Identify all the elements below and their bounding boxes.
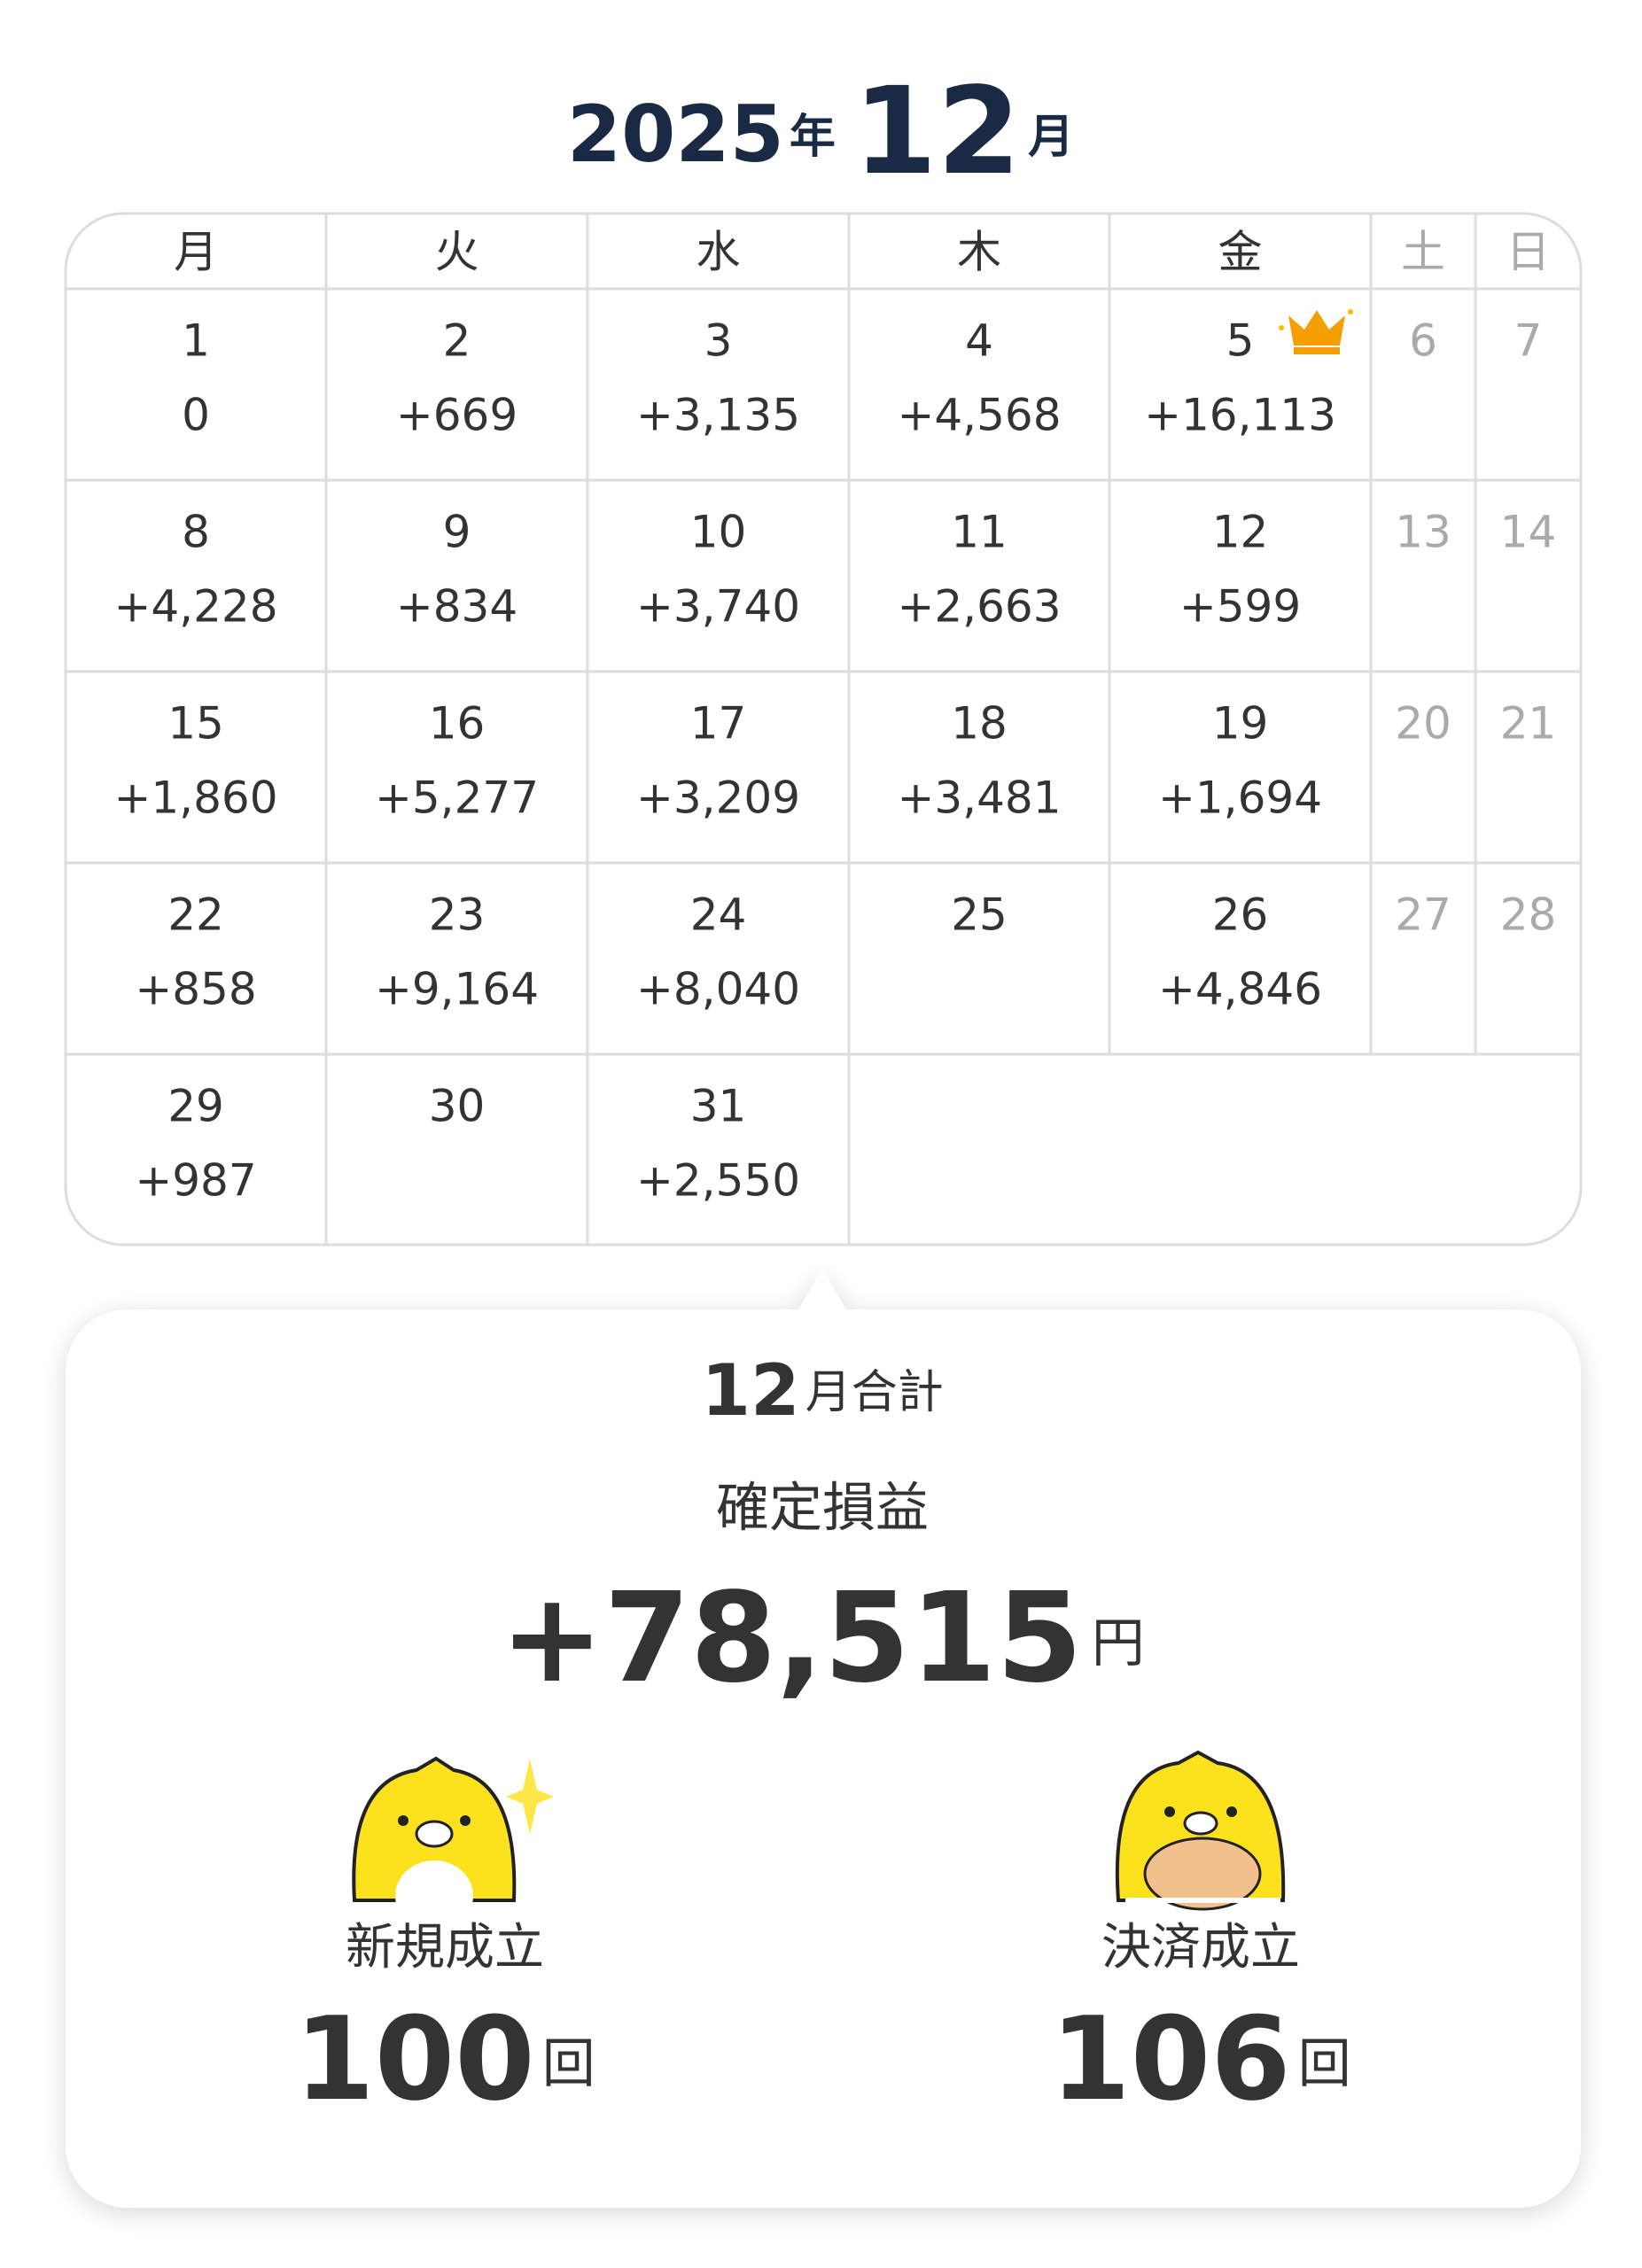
day-number: 9 xyxy=(443,507,471,558)
day-number: 30 xyxy=(429,1081,486,1132)
day-number: 24 xyxy=(690,889,747,941)
text-part: +78,515 xyxy=(500,1566,1083,1711)
summary-month: 12 月合計 xyxy=(701,1349,943,1432)
day-profit: +1,694 xyxy=(1158,773,1322,824)
day-number: 15 xyxy=(167,698,224,750)
day-number: 23 xyxy=(429,889,486,941)
day-profit: +2,550 xyxy=(636,1155,800,1207)
day-profit: +669 xyxy=(396,390,518,441)
day-profit: +858 xyxy=(135,964,256,1015)
day-profit: +5,277 xyxy=(375,773,539,824)
text-part: 12 xyxy=(853,62,1021,202)
stat-value: 106 回 xyxy=(1050,1992,1350,2126)
day-number: 28 xyxy=(1500,889,1557,941)
weekday-label: 水 xyxy=(696,227,741,278)
day-profit: +3,481 xyxy=(897,773,1061,824)
summary-card xyxy=(66,1269,1581,2208)
tiger-illustration xyxy=(352,1756,554,1931)
day-number: 4 xyxy=(965,315,993,367)
day-profit: +8,040 xyxy=(636,964,800,1015)
day-profit: 0 xyxy=(182,390,210,441)
text-part: 回 xyxy=(542,2033,595,2095)
day-number: 26 xyxy=(1212,889,1269,941)
calendar-grid xyxy=(66,214,1581,1246)
month-title: 2025 年 12 月 xyxy=(567,62,1074,202)
text-part: 106 xyxy=(1050,1992,1290,2126)
day-profit: +599 xyxy=(1179,581,1301,633)
text-part: 2025 xyxy=(567,89,784,180)
day-number: 5 xyxy=(1226,315,1255,367)
text-part: 円 xyxy=(1092,1612,1145,1674)
weekday-label: 月 xyxy=(174,227,218,278)
day-number: 18 xyxy=(951,698,1008,750)
stat-value: 100 回 xyxy=(294,1992,595,2126)
text-part: 100 xyxy=(294,1992,534,2126)
weekday-label: 火 xyxy=(435,227,479,278)
weekday-label: 土 xyxy=(1401,227,1445,278)
day-number: 7 xyxy=(1514,315,1543,367)
day-number: 27 xyxy=(1395,889,1451,941)
text-part: 月合計 xyxy=(805,1366,944,1419)
day-number: 14 xyxy=(1500,507,1557,558)
day-profit: +1,860 xyxy=(113,773,277,824)
tiger-piggybank-illustration xyxy=(1115,1750,1286,1911)
day-number: 2 xyxy=(443,315,471,367)
day-profit: +4,568 xyxy=(897,390,1061,441)
day-profit: +834 xyxy=(396,581,518,633)
text-part: 月 xyxy=(1028,111,1074,164)
day-number: 31 xyxy=(690,1081,747,1132)
day-number: 11 xyxy=(951,507,1008,558)
day-profit: +2,663 xyxy=(897,581,1061,633)
weekday-label: 金 xyxy=(1218,227,1263,278)
text-part: 年 xyxy=(790,111,836,164)
summary-label: 確定損益 xyxy=(716,1478,929,1540)
day-profit: +987 xyxy=(135,1155,256,1207)
calendar-frame xyxy=(64,212,1583,1247)
day-profit: +4,846 xyxy=(1158,964,1322,1015)
day-number: 3 xyxy=(704,315,733,367)
day-profit: +3,135 xyxy=(636,390,800,441)
day-number: 25 xyxy=(951,889,1008,941)
day-profit: +3,209 xyxy=(636,773,800,824)
day-number: 13 xyxy=(1395,507,1451,558)
day-number: 29 xyxy=(167,1081,224,1132)
day-number: 10 xyxy=(690,507,747,558)
text-part: 回 xyxy=(1298,2033,1351,2095)
day-number: 16 xyxy=(429,698,486,750)
day-number: 22 xyxy=(167,889,224,941)
day-number: 12 xyxy=(1212,507,1269,558)
day-number: 20 xyxy=(1395,698,1451,750)
day-number: 19 xyxy=(1212,698,1269,750)
day-profit: +9,164 xyxy=(375,964,539,1015)
day-profit: +3,740 xyxy=(636,581,800,633)
weekday-label: 日 xyxy=(1506,227,1551,278)
stat-label: 新規成立 xyxy=(346,1919,544,1977)
stat-label: 決済成立 xyxy=(1101,1919,1300,1977)
crown-icon xyxy=(1279,309,1353,354)
day-number: 1 xyxy=(182,315,210,367)
day-number: 21 xyxy=(1500,698,1557,750)
text-part: 12 xyxy=(701,1349,799,1432)
day-number: 6 xyxy=(1409,315,1437,367)
day-profit: +4,228 xyxy=(113,581,277,633)
day-number: 17 xyxy=(690,698,747,750)
weekday-label: 木 xyxy=(957,227,1001,278)
day-number: 8 xyxy=(182,507,210,558)
summary-total: +78,515 円 xyxy=(500,1566,1145,1711)
day-profit: +16,113 xyxy=(1144,390,1336,441)
